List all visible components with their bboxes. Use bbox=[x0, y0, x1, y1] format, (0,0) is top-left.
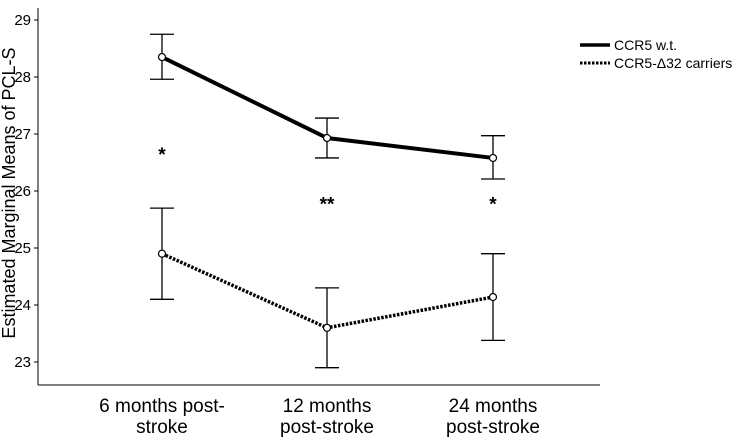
y-tick-label: 25 bbox=[14, 240, 31, 257]
y-tick-label: 28 bbox=[14, 69, 31, 86]
significance-markers: *** * bbox=[158, 145, 497, 216]
y-tick-label: 27 bbox=[14, 126, 31, 143]
data-point bbox=[322, 133, 332, 143]
x-category-label: post-stroke bbox=[446, 417, 540, 437]
x-category-label: 6 months post- bbox=[99, 396, 225, 417]
x-category-label: 12 months bbox=[283, 396, 372, 417]
data-point bbox=[157, 249, 167, 258]
significance-marker: * bbox=[158, 145, 166, 166]
legend: CCR5 w.t. CCR5-Δ32 carriers bbox=[580, 37, 732, 71]
series-lines bbox=[161, 55, 494, 330]
data-point bbox=[157, 52, 167, 62]
data-points bbox=[157, 52, 498, 332]
x-category-label: 24 months bbox=[449, 396, 538, 417]
y-tick-label: 24 bbox=[14, 297, 31, 314]
x-category-label: stroke bbox=[136, 417, 188, 437]
x-category-label: post-stroke bbox=[280, 417, 374, 437]
y-tick-label: 29 bbox=[14, 12, 31, 29]
legend-label: CCR5 w.t. bbox=[614, 37, 677, 53]
y-ticks: 23 24 25 26 27 28 29 bbox=[14, 12, 38, 371]
data-point bbox=[488, 153, 498, 163]
significance-marker: * bbox=[489, 195, 497, 216]
data-point bbox=[488, 292, 498, 302]
y-tick-label: 26 bbox=[14, 183, 31, 200]
y-tick-label: 23 bbox=[14, 354, 31, 371]
significance-marker: ** bbox=[320, 195, 335, 216]
y-axis-title: Estimated Marginal Means of PCL-S bbox=[0, 47, 19, 338]
axes bbox=[37, 8, 600, 386]
legend-label: CCR5-Δ32 carriers bbox=[614, 55, 732, 71]
data-point bbox=[322, 323, 332, 332]
